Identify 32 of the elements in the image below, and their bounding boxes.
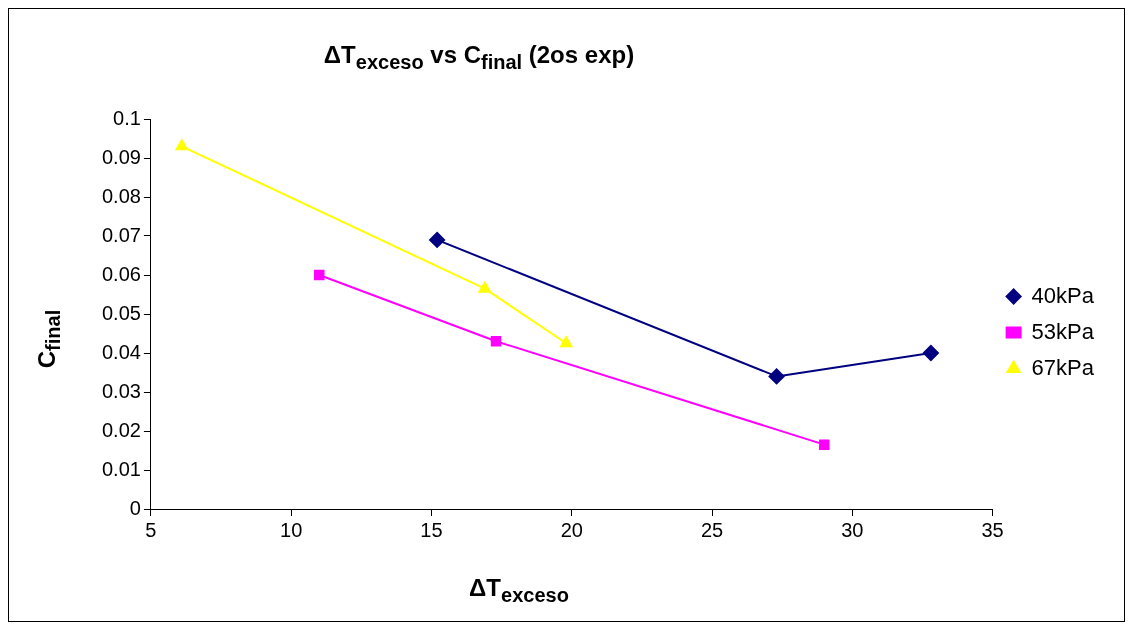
y-tick-label: 0.1: [113, 106, 141, 129]
y-tick-label: 0.04: [101, 340, 141, 363]
point: [922, 345, 939, 361]
y-tick-label: 0.07: [101, 223, 141, 246]
x-axis-title: ΔT$_{exceso}$: [468, 574, 570, 607]
point: [478, 281, 491, 293]
point: [314, 269, 325, 281]
x-tick-label: 10: [280, 518, 303, 541]
legend-label: 53kPa: [1031, 318, 1095, 344]
point: [819, 439, 830, 450]
y-tick-label: 0.09: [101, 145, 141, 168]
x-tick-label: 20: [560, 518, 583, 541]
y-tick-label: 0.08: [101, 184, 141, 207]
legend-label: 40kPa: [1031, 282, 1095, 308]
x-tick-label: 35: [981, 518, 1004, 541]
chart-title: ΔT$_{exceso}$ vs C$_{final}$ (2os exp): [322, 41, 636, 74]
y-tick-label: 0.05: [101, 301, 141, 324]
x-tick-label: 15: [420, 518, 443, 541]
point: [559, 336, 573, 348]
x-tick-label: 25: [700, 518, 724, 541]
y-tick-label: 0.06: [101, 262, 141, 285]
point: [429, 231, 446, 248]
y-tick-label: 0.02: [101, 418, 141, 441]
point: [490, 336, 502, 347]
y-tick-label: 0: [129, 496, 141, 519]
legend-label: 67kPa: [1031, 354, 1095, 380]
y-tick-label: 0.03: [101, 379, 141, 402]
x-tick-label: 30: [841, 518, 864, 541]
y-tick-label: 0.01: [101, 457, 141, 480]
x-tick-label: 5: [145, 518, 157, 541]
point: [768, 368, 785, 385]
point: [175, 139, 188, 151]
